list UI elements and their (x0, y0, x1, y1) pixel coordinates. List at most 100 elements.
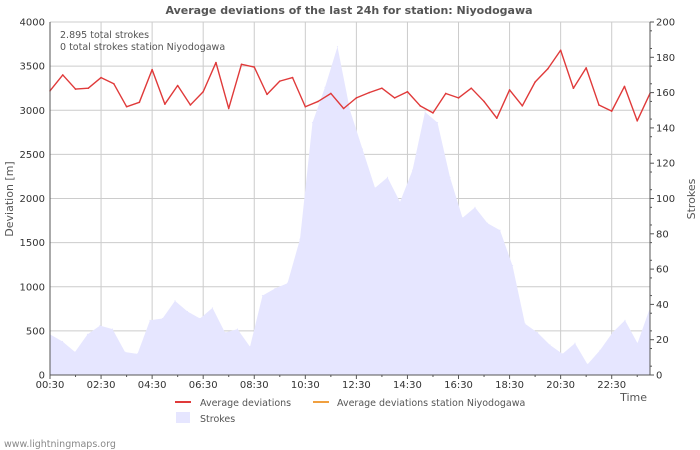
x-tick-label: 18:30 (495, 380, 524, 391)
strokes-point (99, 324, 101, 327)
strokes-point (149, 319, 151, 321)
deviation-point (470, 87, 473, 89)
deviation-point (125, 105, 128, 108)
strokes-point (211, 307, 214, 309)
strokes-point (511, 264, 514, 267)
deviation-point (202, 90, 204, 93)
x-tick-label: 02:30 (87, 380, 116, 391)
strokes-point (524, 323, 526, 325)
y-axis-label: Deviation [m] (3, 161, 16, 236)
chart-title: Average deviations of the last 24h for s… (165, 4, 532, 17)
deviation-point (432, 112, 434, 114)
y2-tick-label: 100 (656, 194, 675, 205)
strokes-point (361, 148, 364, 150)
deviation-point (266, 93, 268, 96)
deviation-point (189, 104, 192, 106)
x-tick-labels: 00:30 02:30 04:30 06:30 08:30 10:30 12:30 14:30… (36, 380, 627, 391)
deviation-point (496, 117, 498, 119)
strokes-point (611, 332, 614, 334)
strokes-point (124, 351, 126, 353)
deviation-point (508, 89, 511, 91)
deviation-point (393, 97, 396, 99)
deviation-point (253, 66, 256, 68)
station-strokes-annotation: 0 total strokes station Niyodogawa (60, 42, 225, 53)
strokes-point (424, 111, 426, 113)
y-tick-label: 0 (39, 371, 45, 382)
strokes-point (199, 317, 201, 320)
legend-swatch-strokes (176, 412, 190, 423)
strokes-point (549, 344, 551, 346)
strokes-point (324, 86, 326, 88)
y-tick-label: 1000 (20, 282, 45, 293)
deviation-point (598, 104, 600, 106)
deviation-point (381, 87, 383, 89)
strokes-point (624, 319, 626, 321)
deviation-point (278, 80, 281, 82)
strokes-point (599, 349, 601, 351)
strokes-point (86, 333, 89, 335)
deviation-point (342, 107, 345, 110)
deviation-point (559, 49, 562, 52)
axes (49, 21, 654, 379)
strokes-area (50, 46, 650, 376)
deviation-point (176, 84, 179, 87)
strokes-point (174, 300, 176, 302)
strokes-point (249, 346, 251, 348)
strokes-point (374, 187, 376, 189)
x-axis-label: Time (619, 391, 647, 404)
y2-tick-label: 60 (656, 265, 669, 276)
x-tick-label: 22:30 (597, 380, 626, 391)
deviation-point (151, 68, 153, 71)
strokes-point (336, 46, 339, 48)
y2-tick-label: 140 (656, 123, 675, 134)
deviation-point (457, 97, 460, 99)
footer-attribution: www.lightningmaps.org (4, 439, 116, 450)
y-tick-label: 3000 (20, 106, 45, 117)
strokes-point (236, 328, 239, 330)
strokes-point (161, 317, 164, 320)
legend-label-average-deviations: Average deviations (200, 398, 291, 409)
deviation-point (368, 91, 370, 94)
deviation-point (610, 110, 613, 112)
deviation-point (240, 63, 243, 66)
x-tick-label: 12:30 (342, 380, 371, 391)
deviation-point (330, 92, 332, 95)
y-tick-label: 3500 (20, 62, 45, 73)
strokes-point (411, 169, 414, 171)
deviation-point (215, 61, 217, 64)
strokes-point (74, 351, 76, 353)
deviation-point (227, 107, 230, 110)
strokes-point (499, 229, 501, 231)
y2-tick-label: 40 (656, 300, 669, 311)
deviation-line-layer (49, 49, 651, 122)
x-tick-label: 20:30 (546, 380, 575, 391)
y-tick-label: 4000 (20, 18, 45, 29)
legend-label-strokes: Strokes (200, 414, 235, 425)
deviation-point (291, 76, 294, 79)
strokes-point (386, 176, 389, 178)
y2-tick-label: 200 (656, 18, 675, 29)
y2-axis-label: Strokes (685, 178, 698, 219)
deviation-point (61, 74, 64, 76)
strokes-point (461, 217, 464, 219)
strokes-point (224, 332, 226, 334)
y-tick-label: 500 (26, 326, 45, 337)
deviation-point (547, 67, 549, 70)
total-strokes-annotation: 2.895 total strokes (60, 30, 149, 41)
deviation-point (113, 82, 115, 85)
x-tick-label: 06:30 (189, 380, 218, 391)
x-tick-label: 16:30 (444, 380, 473, 391)
strokes-point (349, 109, 351, 111)
strokes-point (399, 201, 401, 203)
y2-tick-label: 120 (656, 159, 675, 170)
strokes-point (636, 342, 639, 344)
strokes-point (61, 340, 64, 343)
deviation-point (444, 92, 447, 95)
x-tick-label: 00:30 (36, 380, 65, 391)
y2-tick-label: 160 (656, 88, 675, 99)
strokes-point (486, 222, 489, 224)
y-tick-label: 2500 (20, 150, 45, 161)
y-tick-label: 2000 (20, 194, 45, 205)
deviation-point (636, 120, 639, 122)
